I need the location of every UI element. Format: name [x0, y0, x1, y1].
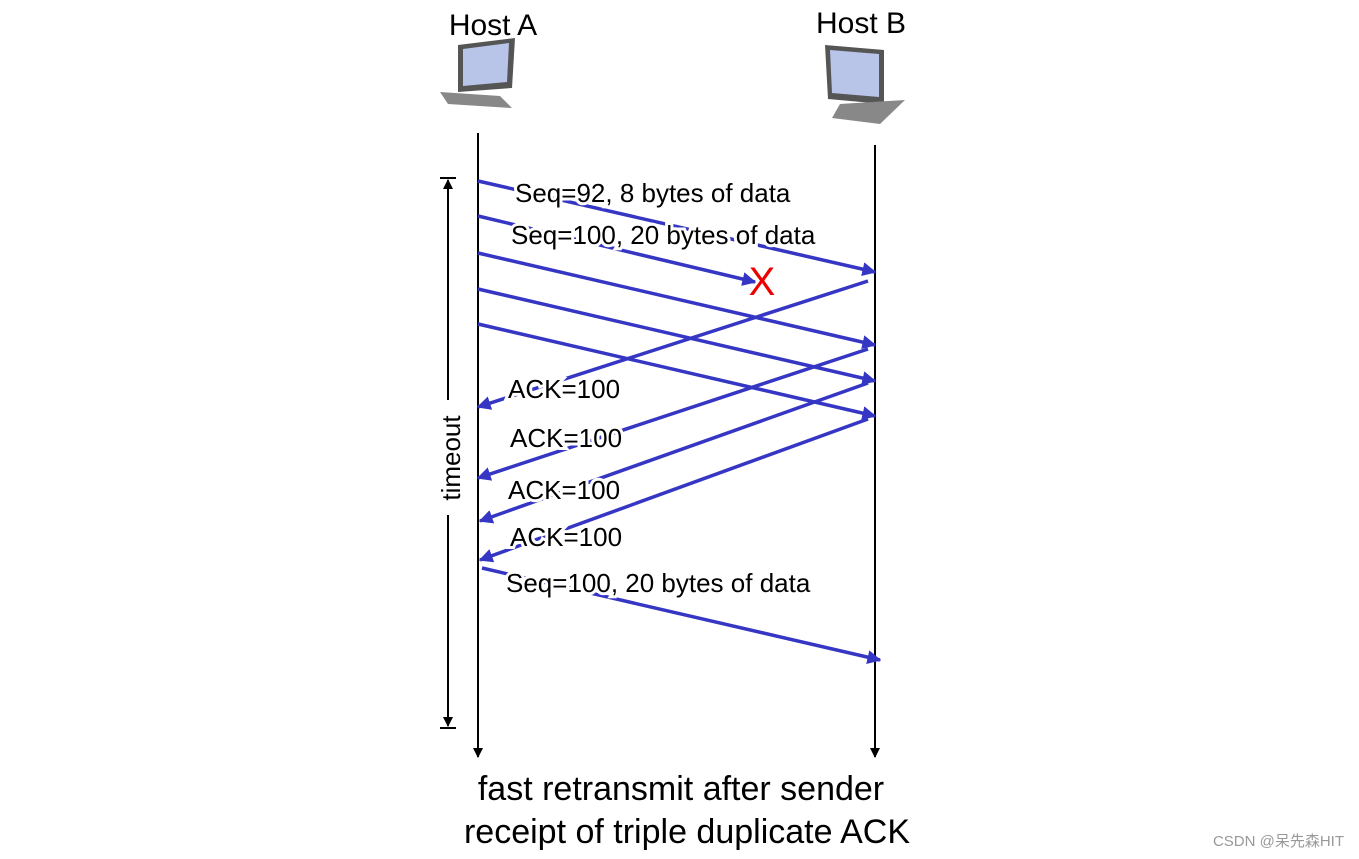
- message-label: ACK=100: [508, 374, 620, 404]
- caption: fast retransmit after sender: [478, 770, 884, 808]
- timeout-label: timeout: [436, 415, 466, 501]
- message-label: Seq=100, 20 bytes of data: [506, 568, 811, 598]
- host-label: Host A: [449, 9, 537, 42]
- caption: receipt of triple duplicate ACK: [464, 813, 910, 851]
- arrows: [476, 179, 882, 664]
- timeout-span: [440, 177, 456, 729]
- message-label: Seq=92, 8 bytes of data: [515, 178, 791, 208]
- computer-icon: [440, 38, 515, 108]
- message-label: ACK=100: [510, 522, 622, 552]
- watermark: CSDN @呆先森HIT: [1213, 833, 1344, 850]
- loss-marker: X: [749, 260, 776, 304]
- message-label: ACK=100: [510, 423, 622, 453]
- message-label: Seq=100, 20 bytes of data: [511, 220, 816, 250]
- host-label: Host B: [816, 7, 906, 40]
- computer-icon: [825, 45, 905, 124]
- message-label: ACK=100: [508, 475, 620, 505]
